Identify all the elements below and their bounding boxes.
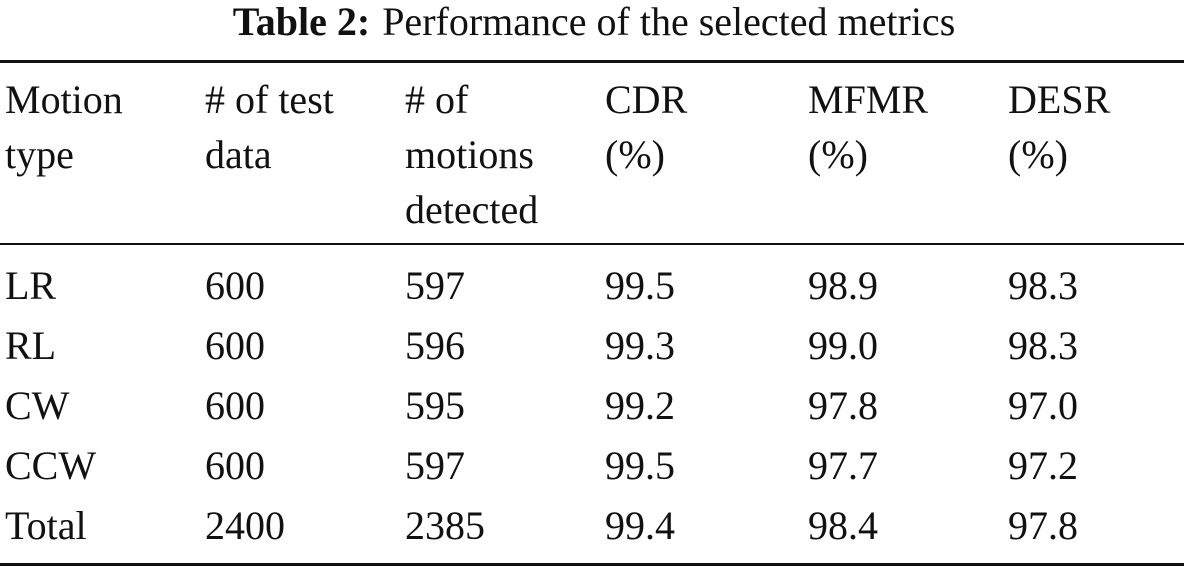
bottom-rule xyxy=(0,563,1184,566)
cell: Total xyxy=(5,503,87,548)
caption: Table 2: Performance of the selected metr… xyxy=(0,0,1188,44)
cell: 98.9 xyxy=(808,263,878,308)
mid-rule xyxy=(0,243,1184,245)
header-cell: type xyxy=(5,132,74,177)
caption-label: Table 2: xyxy=(232,0,371,44)
cell: 596 xyxy=(405,323,465,368)
header-cell: # of test xyxy=(205,77,334,122)
cell: 99.0 xyxy=(808,323,878,368)
header-cell: detected xyxy=(405,187,539,232)
cell: 98.3 xyxy=(1008,263,1078,308)
cell: 595 xyxy=(405,383,465,428)
cell: CW xyxy=(5,383,70,428)
cell: 99.3 xyxy=(605,323,675,368)
cell: 99.5 xyxy=(605,443,675,488)
header-cell: CDR xyxy=(605,77,688,122)
cell: LR xyxy=(5,263,57,308)
cell: 597 xyxy=(405,263,465,308)
cell: 600 xyxy=(205,443,265,488)
cell: 97.8 xyxy=(1008,503,1078,548)
cell: 600 xyxy=(205,263,265,308)
cell: 97.0 xyxy=(1008,383,1078,428)
header-cell: data xyxy=(205,132,272,177)
cell: 98.4 xyxy=(808,503,878,548)
cell: 600 xyxy=(205,323,265,368)
caption-text: Performance of the selected metrics xyxy=(382,0,956,44)
cell: 99.4 xyxy=(605,503,675,548)
cell: 2385 xyxy=(405,503,485,548)
cell: 99.5 xyxy=(605,263,675,308)
cell: CCW xyxy=(5,443,97,488)
header-cell: DESR xyxy=(1008,77,1111,122)
cell: 98.3 xyxy=(1008,323,1078,368)
header-cell: (%) xyxy=(605,132,665,177)
cell: 97.7 xyxy=(808,443,878,488)
cell: 597 xyxy=(405,443,465,488)
cell: 600 xyxy=(205,383,265,428)
header-cell: (%) xyxy=(1008,132,1068,177)
top-rule xyxy=(0,60,1184,63)
cell: 99.2 xyxy=(605,383,675,428)
cell: RL xyxy=(5,323,57,368)
cell: 97.2 xyxy=(1008,443,1078,488)
header-cell: Motion xyxy=(5,77,123,122)
header-cell: (%) xyxy=(808,132,868,177)
cell: 97.8 xyxy=(808,383,878,428)
header-cell: # of xyxy=(405,77,469,122)
header-cell: motions xyxy=(405,132,534,177)
cell: 2400 xyxy=(205,503,285,548)
header-cell: MFMR xyxy=(808,77,929,122)
